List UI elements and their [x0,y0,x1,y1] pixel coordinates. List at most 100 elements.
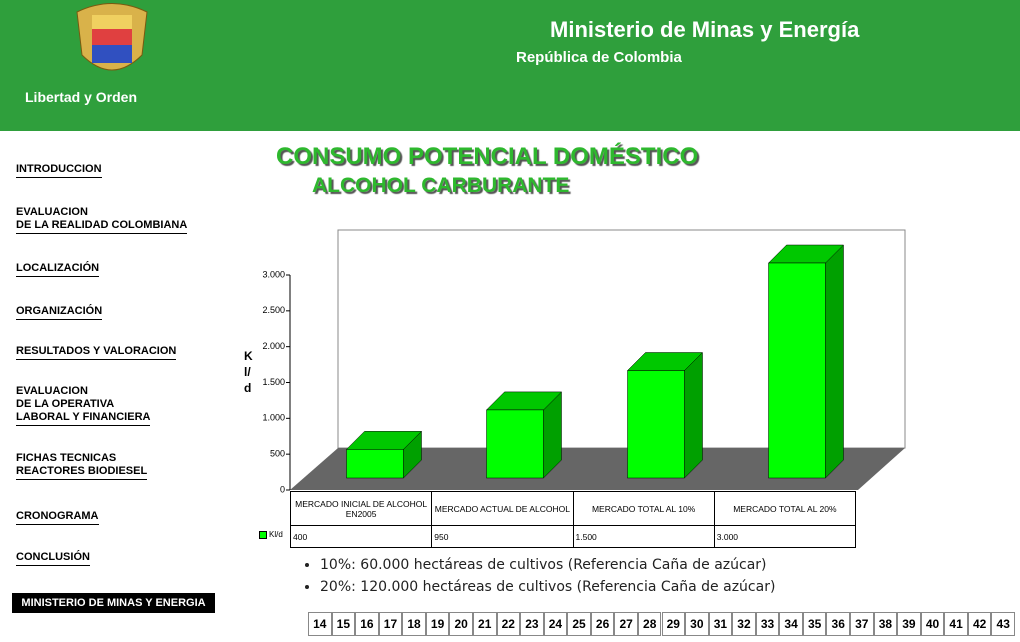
bar-front [486,409,544,479]
page-link[interactable]: 34 [779,612,803,636]
bar-front [768,262,826,479]
nav-line: CONCLUSIÓN [16,551,90,563]
page-link[interactable]: 26 [590,612,615,636]
nav-line: EVALUACION [16,385,88,397]
page-link[interactable]: 24 [543,612,568,636]
page-link[interactable]: 42 [967,612,992,636]
nav-item[interactable]: LOCALIZACIÓN [16,262,100,277]
page-link[interactable]: 37 [850,612,874,636]
page-link[interactable]: 29 [661,612,686,636]
nav-footer[interactable]: MINISTERIO DE MINAS Y ENERGIA [12,593,215,613]
y-tick-label: 3.000 [262,269,285,279]
category-label: MERCADO INICIAL DE ALCOHOL EN2005 [289,491,433,526]
data-table: MERCADO INICIAL DE ALCOHOL EN2005 MERCADO… [259,491,857,548]
y-axis-label: Kl/d [244,349,253,395]
header [0,0,1020,131]
category-label: MERCADO ACTUAL DE ALCOHOL [431,491,574,526]
nav-item[interactable]: CONCLUSIÓN [16,551,90,566]
value-cell: 950 [431,525,574,548]
page-link[interactable]: 20 [449,612,473,636]
page-link[interactable]: 15 [331,612,356,636]
bullet: 10%: 60.000 hectáreas de cultivos (Refer… [320,557,767,573]
page-link[interactable]: 27 [614,612,638,636]
nav-line: DE LA REALIDAD COLOMBIANA [16,219,188,231]
page-link[interactable]: 21 [472,612,497,636]
page-link[interactable]: 41 [944,612,968,636]
header-subtitle: República de Colombia [516,49,682,66]
page-link[interactable]: 39 [897,612,921,636]
page-link[interactable]: 30 [685,612,709,636]
bar-front [627,370,685,479]
nav-line: RESULTADOS Y VALORACION [16,345,177,357]
nav-line: FICHAS TECNICAS [16,452,117,464]
page-link[interactable]: 16 [355,612,379,636]
nav-line: ORGANIZACIÓN [16,305,103,317]
y-tick-label: 500 [270,449,285,459]
value-label: 3.000 [716,531,739,542]
page-link[interactable]: 23 [520,612,544,636]
bar-side [684,351,703,479]
page-link[interactable]: 22 [496,612,521,636]
coat-of-arms [76,3,148,71]
nav-line: LABORAL Y FINANCIERA [16,411,151,423]
nav-line: EVALUACION [16,206,88,218]
value-cell: 3.000 [713,525,857,548]
nav-line: DE LA OPERATIVA [16,398,115,410]
bar [626,351,704,479]
nav-line: LOCALIZACIÓN [16,262,100,274]
y-tick-label: 2.500 [262,305,285,315]
page-link[interactable]: 25 [567,612,591,636]
page-link[interactable]: 38 [873,612,898,636]
page-link[interactable]: 33 [755,612,780,636]
table-header-row: MERCADO INICIAL DE ALCOHOL EN2005 MERCADO… [289,491,857,526]
legend: Kl/d [259,530,283,539]
y-tick-label: 2.000 [262,341,285,351]
value-cell: 1.500 [572,525,715,548]
slide-subtitle: ALCOHOL CARBURANTE [312,174,570,197]
y-tick-label: 0 [280,484,285,494]
y-tick-label: 1.000 [262,413,285,423]
bar-front [346,449,404,479]
table-value-row: Kl/d 400 950 1.500 3.000 [259,525,857,548]
page-link[interactable]: 18 [402,612,426,636]
nav-line: CRONOGRAMA [16,510,99,522]
nav-item[interactable]: INTRODUCCION [16,163,102,178]
header-title: Ministerio de Minas y Energía [550,17,860,42]
page-link[interactable]: 32 [732,612,756,636]
page-link[interactable]: 17 [378,612,403,636]
floor [290,448,905,490]
bar-side [825,244,844,479]
page-link[interactable]: 14 [308,612,332,636]
page-link[interactable]: 31 [708,612,733,636]
nav-item[interactable]: ORGANIZACIÓN [16,305,103,320]
chart: 0 500 1.000 1.500 2.000 2.500 3.000 [262,229,906,494]
nav-item[interactable]: CRONOGRAMA [16,510,99,525]
nav-item[interactable]: EVALUACION DE LA OPERATIVA LABORAL Y FINAN… [16,385,151,426]
y-tick-label: 1.500 [262,377,285,387]
nav-item[interactable]: FICHAS TECNICAS REACTORES BIODIESEL [16,452,148,480]
bar [485,391,563,479]
nav-line: INTRODUCCION [16,163,102,175]
category-label: MERCADO TOTAL AL 20% [713,491,857,526]
nav-line: REACTORES BIODIESEL [16,465,148,477]
slide-title: CONSUMO POTENCIAL DOMÉSTICO [276,143,699,170]
page-link[interactable]: 40 [920,612,945,636]
bar [345,430,423,479]
page-link[interactable]: 19 [425,612,450,636]
nav-item[interactable]: EVALUACION DE LA REALIDAD COLOMBIANA [16,206,188,234]
bullet: 20%: 120.000 hectáreas de cultivos (Refe… [320,579,775,595]
page-link[interactable]: 35 [802,612,827,636]
value-label: 950 [434,531,449,542]
page-link[interactable]: 43 [991,612,1015,636]
page-link[interactable]: 28 [637,612,662,636]
value-label: 400 [293,531,308,542]
legend-label: Kl/d [269,530,283,539]
motto: Libertad y Orden [25,89,138,105]
category-label: MERCADO TOTAL AL 10% [572,491,715,526]
value-cell: Kl/d 400 [259,525,433,548]
legend-swatch [259,530,267,539]
value-label: 1.500 [575,531,597,542]
page-link[interactable]: 36 [826,612,851,636]
nav-item[interactable]: RESULTADOS Y VALORACION [16,345,177,360]
